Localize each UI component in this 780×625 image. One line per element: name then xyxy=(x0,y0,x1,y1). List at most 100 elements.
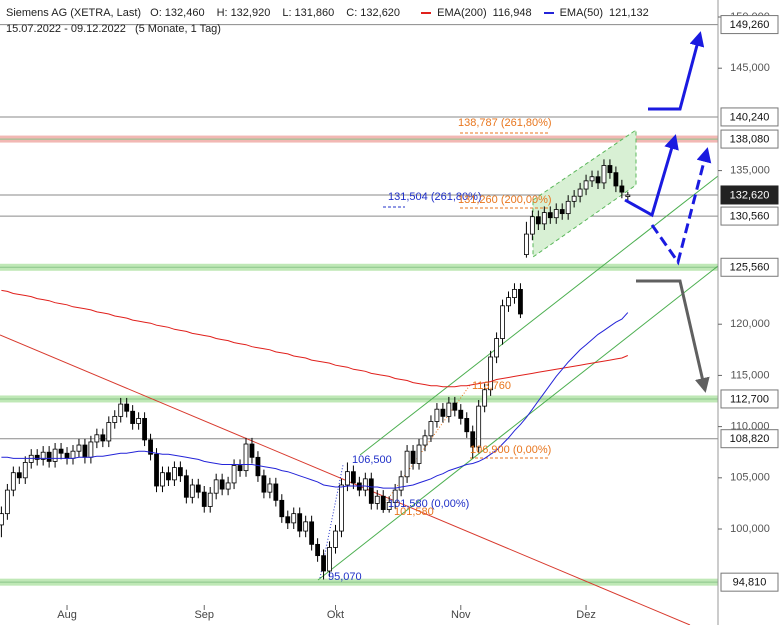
y-tick-label: 135,000 xyxy=(730,165,770,177)
trend-channel-lower xyxy=(317,265,719,581)
candle-body xyxy=(106,422,112,442)
candle-body xyxy=(207,492,213,507)
candle-body xyxy=(237,465,243,472)
level-label: 112,700 xyxy=(730,393,769,405)
candle-body xyxy=(297,513,303,532)
candle-body xyxy=(428,421,434,437)
x-tick-label: Sep xyxy=(194,609,214,621)
candle-body xyxy=(482,389,488,407)
level-label: 149,260 xyxy=(730,19,770,31)
candle-body xyxy=(40,451,46,460)
candle-body xyxy=(619,185,625,193)
y-tick-label: 120,000 xyxy=(730,318,770,330)
arrow xyxy=(650,147,712,266)
candle-body xyxy=(154,453,159,487)
annotation: 138,787 (261,80%) xyxy=(458,117,552,129)
candle-body xyxy=(94,434,100,443)
candle-body xyxy=(494,338,499,358)
candle-body xyxy=(166,472,171,481)
candle-body xyxy=(124,403,130,412)
ema-line xyxy=(1,289,628,388)
arrow xyxy=(624,134,679,218)
candle-body xyxy=(213,479,219,494)
candle-body xyxy=(309,521,315,545)
candle-body xyxy=(225,482,231,490)
annotation: 131,504 (261,80%) xyxy=(388,191,482,203)
period: (5 Monate, 1 Tag) xyxy=(134,23,221,35)
x-tick-label: Aug xyxy=(57,609,77,621)
candle-body xyxy=(88,441,94,458)
candle-body xyxy=(112,415,118,423)
y-tick-label: 115,000 xyxy=(731,369,770,381)
candle-body xyxy=(177,467,183,477)
level-box xyxy=(720,429,779,449)
candle-body xyxy=(613,172,619,187)
candle-body xyxy=(506,297,511,307)
candle-body xyxy=(577,188,583,197)
level-label: 138,080 xyxy=(730,133,770,145)
candle-body xyxy=(183,475,189,498)
legend-item: EMA(200) 116,948 xyxy=(421,7,537,19)
candle-body xyxy=(231,465,237,484)
legend-label: EMA(50) xyxy=(559,7,603,19)
candle-body xyxy=(535,216,541,225)
candle-body xyxy=(285,516,291,524)
candle-body xyxy=(553,209,559,219)
ohlc-key: H: xyxy=(216,7,228,19)
date-range: 15.07.2022 - 09.12.2022 xyxy=(6,23,126,35)
candle-body xyxy=(595,176,601,184)
candle-body xyxy=(368,478,374,504)
ema-line xyxy=(1,312,629,489)
level-label: 125,560 xyxy=(730,262,770,274)
candle-body xyxy=(261,475,267,493)
ohlc-item: C: 132,620 xyxy=(346,7,406,19)
x-tick-label: Okt xyxy=(327,609,344,621)
ohlc-key: L: xyxy=(282,7,292,19)
annotation: 113,760 xyxy=(472,380,511,392)
candle-body xyxy=(440,408,446,417)
candle-body xyxy=(464,418,470,433)
candle-body xyxy=(10,472,16,491)
candle-body xyxy=(82,444,88,458)
level-label: 130,560 xyxy=(730,210,770,222)
y-tick-label: 100,000 xyxy=(730,523,770,535)
candle-body xyxy=(22,462,28,479)
level-label: 108,820 xyxy=(730,433,770,445)
candle-body xyxy=(452,402,458,411)
candle-body xyxy=(279,499,285,518)
candle-body xyxy=(470,431,476,448)
legend-item: EMA(50) 121,132 xyxy=(543,7,655,19)
title: Siemens AG (XETRA, Last) xyxy=(6,7,142,19)
header-row: Siemens AG (XETRA, Last) O: 132,460 H: 132,… xyxy=(6,5,667,21)
candle-body xyxy=(76,444,82,452)
header-row: 15.07.2022 - 09.12.2022 (5 Monate, 1 Tag… xyxy=(6,21,667,37)
candle-body xyxy=(255,456,261,477)
candle-body xyxy=(607,165,613,174)
legend-swatch xyxy=(543,12,554,15)
candle-body xyxy=(541,212,547,225)
candle-body xyxy=(273,483,279,501)
candle-body xyxy=(529,216,535,235)
candle-body xyxy=(339,484,344,532)
candle-body xyxy=(350,471,356,484)
level-box xyxy=(720,185,779,205)
candle-body xyxy=(46,451,52,462)
annotation: 101,580 (0,00%) xyxy=(388,498,469,510)
level-box xyxy=(720,129,779,149)
candle-body xyxy=(58,448,64,454)
level-box xyxy=(720,389,779,409)
legend: EMA(200) 116,948 EMA(50) 121,132 xyxy=(421,7,661,19)
y-tick-label: 145,000 xyxy=(730,62,770,74)
x-tick-label: Nov xyxy=(451,609,471,621)
candle-body xyxy=(458,409,464,419)
candle-body xyxy=(291,513,297,524)
candle-body xyxy=(488,356,494,391)
level-box xyxy=(720,107,779,127)
candle-body xyxy=(410,450,416,464)
candle-body xyxy=(315,543,320,557)
annotation: 131,260 (200,00%) xyxy=(458,194,552,206)
ohlc-item: L: 131,860 xyxy=(282,7,340,19)
candle-body xyxy=(386,501,392,510)
